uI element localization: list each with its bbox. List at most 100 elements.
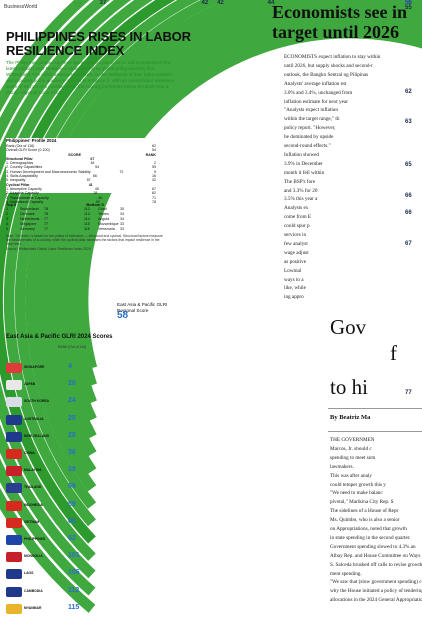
top5-row: 3 Netherlands 77 114 Angola 34 <box>6 217 166 222</box>
country-row: JAPAN 20 <box>6 379 86 391</box>
article-line: on Appropriations, noted that growth <box>330 526 407 532</box>
article-line: allocations in the 2024 General Appropri… <box>330 597 422 604</box>
article-line: Analysts ex <box>284 205 309 212</box>
structural-item-score: 54 <box>95 165 100 170</box>
top5-score: 78 <box>44 207 48 211</box>
country-rank: 25 <box>68 414 76 422</box>
profile-score-label: Overall GLRI Score (0-100) <box>6 148 50 153</box>
bottom5-country: Venezuela <box>98 227 115 231</box>
country-row: SOUTH KOREA 24 <box>6 396 86 408</box>
article2-headline-line3: to hi <box>330 375 368 399</box>
top5-rank: 4 <box>6 222 8 226</box>
article-line: in state spending in the second quarter. <box>330 534 411 541</box>
article-line: and 3.3% for 20 <box>284 187 318 194</box>
bottom5-country: Yemen <box>98 212 110 216</box>
article-line: Inflation showed <box>284 151 320 158</box>
profile-rank-label: Rank (Out of 116) <box>6 144 35 148</box>
arc-score-label: 63 <box>405 118 412 125</box>
structural-item-label: 4. Skills Adaptability <box>6 174 38 179</box>
article-line: ways to a <box>284 276 304 283</box>
arc-score-label: 66 <box>405 210 412 217</box>
arc-score-label: 54 <box>405 0 412 6</box>
country-name: MALAYSIA <box>24 468 42 473</box>
flag-icon <box>6 500 22 511</box>
arc-cambodia <box>0 0 111 596</box>
cyclical-item-score: 40 <box>95 199 100 204</box>
country-name: VIETNAM <box>24 519 40 524</box>
arc-score-label: 62 <box>405 89 412 96</box>
source-text: Source: Whiteshield Global Labor Resilie… <box>6 246 91 251</box>
arc-score-label: 42 <box>201 0 209 6</box>
article2-headline-line1: Gov <box>330 315 367 339</box>
structural-item-label: 2. Country Capabilities <box>6 165 43 170</box>
article-line: spending to meet som <box>330 454 376 461</box>
country-name: NEW ZEALAND <box>24 433 50 438</box>
top5-rows: 1 Switzerland 78 112 Chad 35 2 Denmark 78 113 Yeme… <box>6 207 166 232</box>
country-name: CAMBODIA <box>24 588 43 593</box>
top5-row: 5 Germany 77 116 Venezuela 33 <box>6 227 166 232</box>
flag-icon <box>6 397 22 408</box>
article-line: be dominated by upside <box>284 134 334 141</box>
article-line: Government spending slowed to 4.3% an <box>330 543 416 550</box>
cyclical-item: 3. Transformative Capacity 40 71 <box>6 196 156 200</box>
structural-item-rank: 2 <box>153 161 156 166</box>
cyclical-item-rank: 71 <box>152 195 156 200</box>
flag-icon <box>6 431 22 442</box>
cyclical-item-rank: 82 <box>151 191 156 196</box>
cyclical-item-label: 2. Adaptive Capacity <box>6 191 39 196</box>
country-name: AUSTRALIA <box>24 416 44 421</box>
article-line: THE GOVERNMEN <box>330 437 375 443</box>
article-line: could temper growth this y <box>330 481 386 488</box>
country-row: LAOS 106 <box>6 568 86 580</box>
article1-headline-line2: target until 2026 <box>272 22 399 42</box>
arc-score-label: 66 <box>405 192 412 199</box>
article2-headline-line2: f <box>390 341 397 365</box>
article-line: 3.0% and 3.4%, unchanged from <box>284 89 353 96</box>
country-name: JAPAN <box>24 382 36 387</box>
profile-rank-value: 62 <box>152 144 156 148</box>
structural-item: 5. Inequality 57 32 <box>6 178 156 182</box>
structural-item-rank: 59 <box>152 165 156 170</box>
bottom5-rank: 113 <box>84 212 90 216</box>
bottom5-score: 33 <box>120 222 124 226</box>
top5-score: 77 <box>44 217 48 221</box>
infographic-note: Note: The index is based on two pillars … <box>6 234 166 251</box>
article-line: 3.9% in December <box>284 160 323 167</box>
bottom5-rank: 115 <box>84 222 90 226</box>
arc-score-label: 67 <box>405 240 412 247</box>
article-line: could spur p <box>284 223 310 230</box>
country-row: THAILAND 59 <box>6 482 86 494</box>
bottom5-rank: 112 <box>84 207 90 211</box>
top5-row: 2 Denmark 78 113 Yemen 34 <box>6 212 166 217</box>
article-line: come from E <box>284 214 312 221</box>
flag-icon <box>6 569 22 580</box>
structural-items: 1. Demographics 81 2 2. Country Capabilitie… <box>6 161 156 182</box>
country-row: VIETNAM 60 <box>6 517 86 529</box>
cyclical-item-score: 40 <box>98 195 103 200</box>
article-line: "Analysts expect inflation <box>284 107 338 114</box>
country-rank: 112 <box>68 586 80 594</box>
article-line: 3.5% this year a <box>284 196 318 203</box>
structural-item-rank: 32 <box>151 178 156 183</box>
profile-columns: SCORE RANK <box>6 153 156 157</box>
country-name: PHILIPPINES <box>24 537 46 541</box>
bottom5-score: 34 <box>120 212 124 216</box>
flag-icon <box>6 414 22 425</box>
article-line: month it fell within <box>284 169 325 176</box>
article-line: S. Salceda brushed off calls to revise g… <box>330 561 422 568</box>
flag-icon <box>6 586 22 597</box>
article-line: Albay Rep. and House Committee on Ways <box>330 552 421 559</box>
regional-value: 58 <box>117 310 129 321</box>
flag-icon <box>6 603 22 614</box>
country-name: MONGOLIA <box>24 554 43 559</box>
profile-title: Philippines' Profile 2024 <box>6 138 57 143</box>
article-line: wage adjust <box>284 249 309 256</box>
article-line: Lowmal <box>284 267 302 274</box>
country-rank: 24 <box>68 397 76 405</box>
article-line: inflation estimate for next year <box>284 98 348 105</box>
top5-row: 1 Switzerland 78 112 Chad 35 <box>6 207 166 212</box>
cyclical-label: Cyclical Pillar <box>6 182 30 187</box>
country-row: SINGAPORE 4 <box>6 362 86 374</box>
country-rank: 59 <box>68 500 76 508</box>
flag-icon <box>6 535 22 545</box>
